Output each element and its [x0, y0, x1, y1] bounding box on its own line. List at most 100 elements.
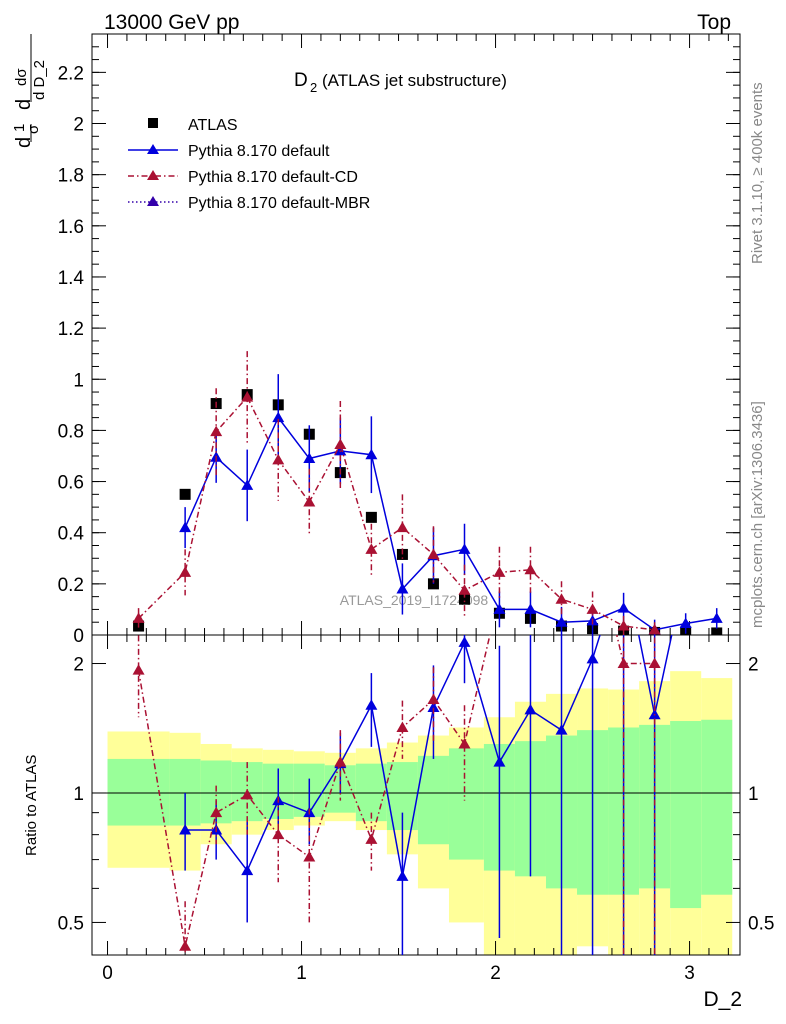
header-right: Top	[697, 11, 731, 34]
ratio-line-solid	[185, 635, 673, 877]
main-ytick-label: 1.8	[58, 166, 84, 187]
ratio-ytick-label-right: 2	[748, 655, 759, 676]
atlas-point	[365, 511, 377, 523]
title-rest: (ATLAS jet substructure)	[322, 71, 507, 90]
ratio-point-dashdot	[458, 737, 471, 749]
series-point-solid	[458, 543, 471, 554]
legend: ATLAS Pythia 8.170 default Pythia 8.170 …	[128, 117, 370, 212]
ratio-data-layer	[132, 506, 723, 955]
series-point-solid	[679, 617, 692, 628]
series-point-dashdot	[427, 548, 440, 559]
series-point-dashdot	[524, 563, 537, 575]
ratio-point-dashdot	[210, 806, 223, 818]
band-inner	[417, 755, 449, 845]
ratio-point-solid	[179, 824, 192, 835]
atlas-point	[711, 627, 723, 635]
band-inner	[448, 748, 484, 860]
series-point-dashdot	[334, 438, 347, 449]
ratio-point-dashdot	[617, 657, 630, 669]
series-point-dashdot	[617, 620, 630, 631]
ratio-xtick-label: 3	[684, 963, 695, 984]
atlas-point	[396, 548, 408, 560]
ratio-point-solid	[396, 870, 409, 881]
svg-text:σ: σ	[25, 124, 42, 134]
x-axis-label: D_2	[703, 988, 742, 1011]
main-ytick-label: 0.8	[58, 421, 84, 442]
analysis-watermark: ATLAS_2019_I1724098	[340, 592, 489, 608]
main-ytick-label: 0.6	[58, 473, 84, 494]
main-ytick-label: 1.2	[58, 319, 84, 340]
ratio-point-dashdot	[272, 828, 285, 840]
series-point-solid	[334, 444, 347, 456]
ratio-point-solid	[555, 724, 568, 735]
ratio-point-solid	[524, 703, 537, 715]
legend-default: Pythia 8.170 default	[188, 143, 330, 160]
series-point-dashdot	[586, 603, 599, 614]
ratio-point-dashdot	[365, 833, 378, 844]
series-point-dashdot	[458, 584, 471, 595]
band-inner	[701, 719, 733, 895]
series-point-solid	[241, 479, 254, 490]
series-point-solid	[272, 411, 285, 423]
ratio-point-solid	[493, 756, 506, 767]
ratio-point-dashdot	[179, 940, 192, 951]
ratio-point-dashdot	[303, 850, 316, 862]
legend-marker-cd	[147, 170, 159, 180]
atlas-point	[459, 593, 471, 605]
header-left: 13000 GeV pp	[104, 11, 239, 34]
ratio-point-solid	[365, 699, 378, 710]
ratio-ytick-label: 0.5	[58, 913, 84, 934]
series-point-solid	[555, 616, 568, 627]
ratio-ytick-label: 1	[73, 784, 84, 805]
mcplots-label: mcplots.cern.ch [arXiv:1306.3436]	[749, 401, 766, 628]
legend-marker-mbr	[147, 196, 159, 206]
ratio-point-solid	[427, 701, 440, 713]
ratio-point-solid	[711, 506, 723, 517]
series-point-solid	[303, 452, 316, 464]
main-ytick-label: 1	[73, 370, 84, 391]
band-inner	[355, 763, 387, 822]
axis-ticks: 0 0.2 0.4 0.6 0.8 1 1.2 1.4 1.6 1.8 2 2.2 0 1 2 3 0.5 0.5…	[58, 33, 774, 984]
main-ytick-label: 2.2	[58, 63, 84, 84]
atlas-point	[179, 488, 191, 500]
svg-text:dσ: dσ	[13, 68, 30, 86]
main-data-layer	[132, 351, 723, 635]
series-point-solid	[396, 582, 409, 594]
ratio-point-dashdot	[587, 528, 599, 539]
legend-atlas: ATLAS	[188, 117, 238, 134]
main-ytick-label: 2	[73, 115, 84, 136]
svg-text:d: d	[13, 99, 35, 110]
ratio-point-solid	[680, 564, 692, 575]
svg-text:d D_2: d D_2	[31, 60, 48, 100]
series-point-dashdot	[210, 425, 223, 437]
ratio-xtick-label: 0	[102, 963, 113, 984]
ratio-xtick-label: 2	[490, 963, 501, 984]
series-point-dashdot	[648, 623, 661, 635]
ratio-point-dashdot	[132, 664, 145, 675]
series-point-dashdot	[493, 566, 506, 577]
series-point-dashdot	[132, 612, 145, 623]
main-ytick-label: 0	[73, 626, 84, 647]
ratio-ytick-label: 2	[73, 655, 84, 676]
series-point-solid	[524, 603, 537, 614]
series-point-solid	[179, 521, 192, 533]
series-point-dashdot	[272, 453, 285, 465]
ratio-ylabel: Ratio to ATLAS	[23, 755, 40, 856]
series-point-dashdot	[365, 543, 378, 554]
ratio-point-solid	[618, 553, 630, 564]
legend-marker-atlas	[148, 118, 158, 128]
main-ytick-label: 1.6	[58, 217, 84, 238]
main-ytick-label: 0.2	[58, 575, 84, 596]
ratio-point-dashdot	[241, 788, 254, 800]
series-point-solid	[365, 448, 378, 460]
series-point-dashdot	[303, 496, 316, 507]
series-point-solid	[710, 612, 723, 623]
series-point-dashdot	[555, 593, 568, 604]
main-title: D 2 (ATLAS jet substructure)	[294, 70, 507, 95]
svg-text:1: 1	[11, 124, 28, 132]
series-point-dashdot	[179, 566, 192, 577]
legend-marker-default	[147, 144, 159, 154]
ratio-point-solid	[241, 864, 254, 876]
main-ytick-label: 1.4	[58, 268, 85, 289]
